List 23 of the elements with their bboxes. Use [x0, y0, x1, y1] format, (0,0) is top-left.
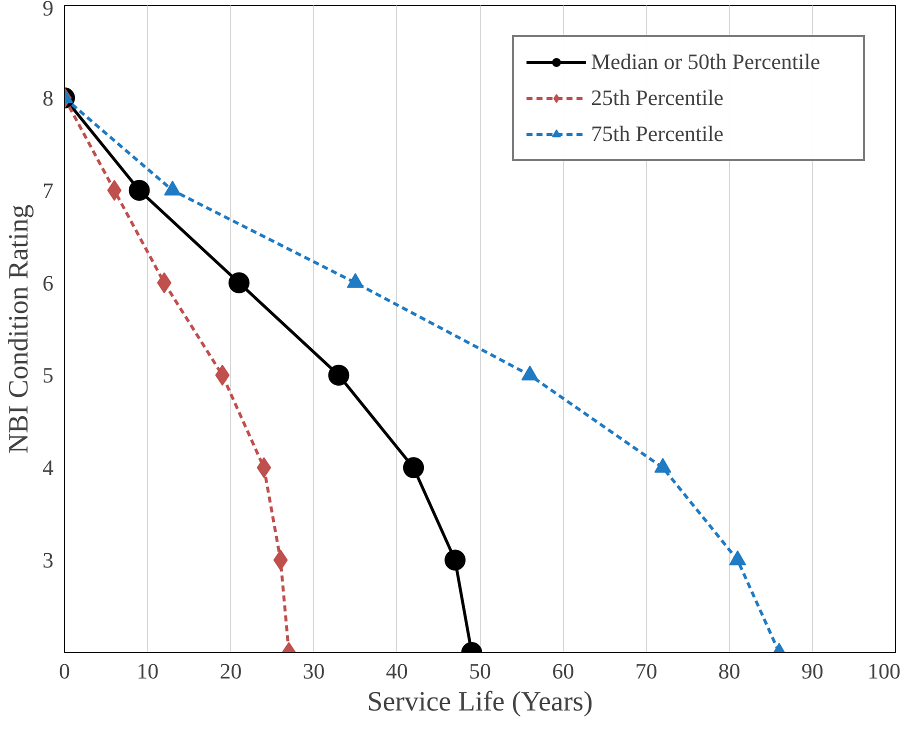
- x-tick-label: 100: [868, 658, 900, 684]
- x-tick-label: 10: [136, 658, 159, 684]
- legend-label: 25th Percentile: [591, 85, 725, 111]
- y-tick-label: 4: [42, 455, 54, 480]
- x-axis-title: Service Life (Years): [367, 686, 593, 718]
- x-tick-label: 0: [59, 658, 70, 684]
- y-tick-label: 9: [42, 0, 54, 20]
- y-axis-title: NBI Condition Rating: [4, 204, 34, 454]
- x-tick-label: 20: [220, 658, 242, 684]
- x-tick-label: 40: [386, 658, 408, 684]
- legend-label: 75th Percentile: [591, 121, 725, 147]
- y-tick-label: 7: [42, 178, 54, 203]
- x-tick-label: 50: [469, 658, 491, 684]
- y-tick-label: 3: [42, 548, 54, 573]
- x-tick-label: 60: [552, 658, 574, 684]
- x-tick-label: 90: [801, 658, 824, 684]
- x-tick-label: 80: [718, 658, 740, 684]
- x-tick-label: 70: [635, 658, 658, 684]
- y-tick-label: 8: [42, 85, 54, 110]
- y-tick-label: 5: [42, 362, 54, 388]
- x-tick-label: 30: [302, 658, 325, 684]
- y-tick-label: 6: [42, 270, 54, 296]
- legend-label: Median or 50th Percentile: [591, 49, 822, 75]
